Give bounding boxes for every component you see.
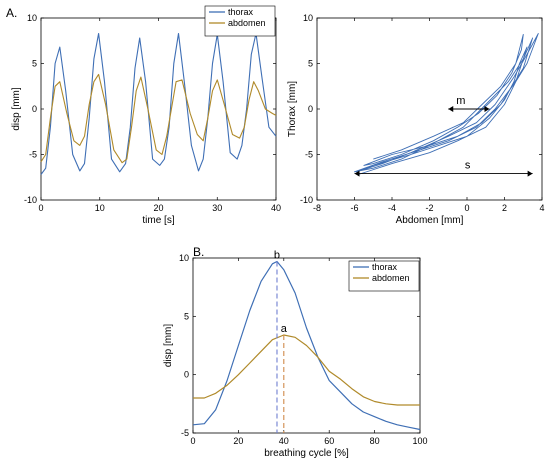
annotation-arrowhead-m [484,106,490,112]
series-line-abdomen [40,73,277,164]
x-tick-label: 30 [212,203,222,213]
x-tick-label: -2 [425,203,433,213]
y-tick-label: 0 [184,370,189,380]
peak-label-a: a [281,323,288,335]
x-tick-label: 100 [412,436,427,446]
plot-frame [192,257,421,434]
x-tick-label: 40 [279,436,289,446]
x-axis-label: time [s] [142,215,174,226]
x-axis-label: breathing cycle [%] [264,448,349,459]
y-tick-label: 0 [308,104,313,114]
y-tick-label: -5 [305,150,313,160]
annotation-arrowhead-s [354,170,360,177]
x-axis-label: Abdomen [mm] [396,215,464,226]
x-tick-label: 4 [539,203,544,213]
chart-time-series: 0 10 20 30 40 -10 -5 0 5 10 time [s] disp [mm] thora… [11,5,281,226]
x-tick-label: -4 [388,203,396,213]
chart-abdomen-vs-thorax: -8 -6 -4 -2 0 2 4 -10 -5 0 5 10 Abdomen [mm] Thorax [… [287,13,545,226]
x-tick-label: 10 [95,203,105,213]
y-tick-label: 10 [303,13,313,23]
series-line-abdomen [193,334,420,406]
legend-entry-abdomen: abdomen [372,273,410,283]
y-tick-label: 5 [32,59,37,69]
panel-label-a: A. [6,6,17,20]
annotation-label-s: s [465,160,471,172]
annotation-label-m: m [456,95,465,107]
legend-box [204,5,276,37]
annotation-arrowhead-m [448,106,454,112]
y-tick-label: 10 [27,13,37,23]
y-axis-label: Thorax [mm] [287,81,298,137]
peak-label-b: b [274,250,280,262]
series-line-thorax [40,32,277,175]
legend-box [348,260,420,292]
plot-frame [40,17,277,201]
x-tick-label: 2 [502,203,507,213]
legend-entry-abdomen: abdomen [228,18,266,28]
y-tick-label: 5 [308,59,313,69]
y-tick-label: 0 [32,104,37,114]
x-tick-label: 0 [190,436,195,446]
x-tick-label: 40 [271,203,281,213]
y-tick-label: -5 [29,150,37,160]
x-tick-label: -6 [350,203,358,213]
y-tick-label: -10 [300,195,313,205]
x-tick-label: 80 [370,436,380,446]
panel-label-b: B. [193,245,204,259]
plot-frame [316,17,543,201]
y-tick-label: -5 [181,428,189,438]
annotation-arrowhead-s [527,170,533,177]
legend-entry-thorax: thorax [372,262,398,272]
x-tick-label: 20 [233,436,243,446]
x-tick-label: 0 [38,203,43,213]
series-line-loop [354,33,539,175]
y-axis-label: disp [mm] [163,324,174,368]
x-tick-label: 20 [153,203,163,213]
x-tick-label: -8 [313,203,321,213]
y-tick-label: 10 [179,253,189,263]
y-tick-label: 5 [184,311,189,321]
x-tick-label: 0 [464,203,469,213]
legend-entry-thorax: thorax [228,7,254,17]
series-line-thorax [192,260,421,431]
x-tick-label: 60 [324,436,334,446]
y-tick-label: -10 [24,195,37,205]
y-axis-label: disp [mm] [11,87,22,131]
